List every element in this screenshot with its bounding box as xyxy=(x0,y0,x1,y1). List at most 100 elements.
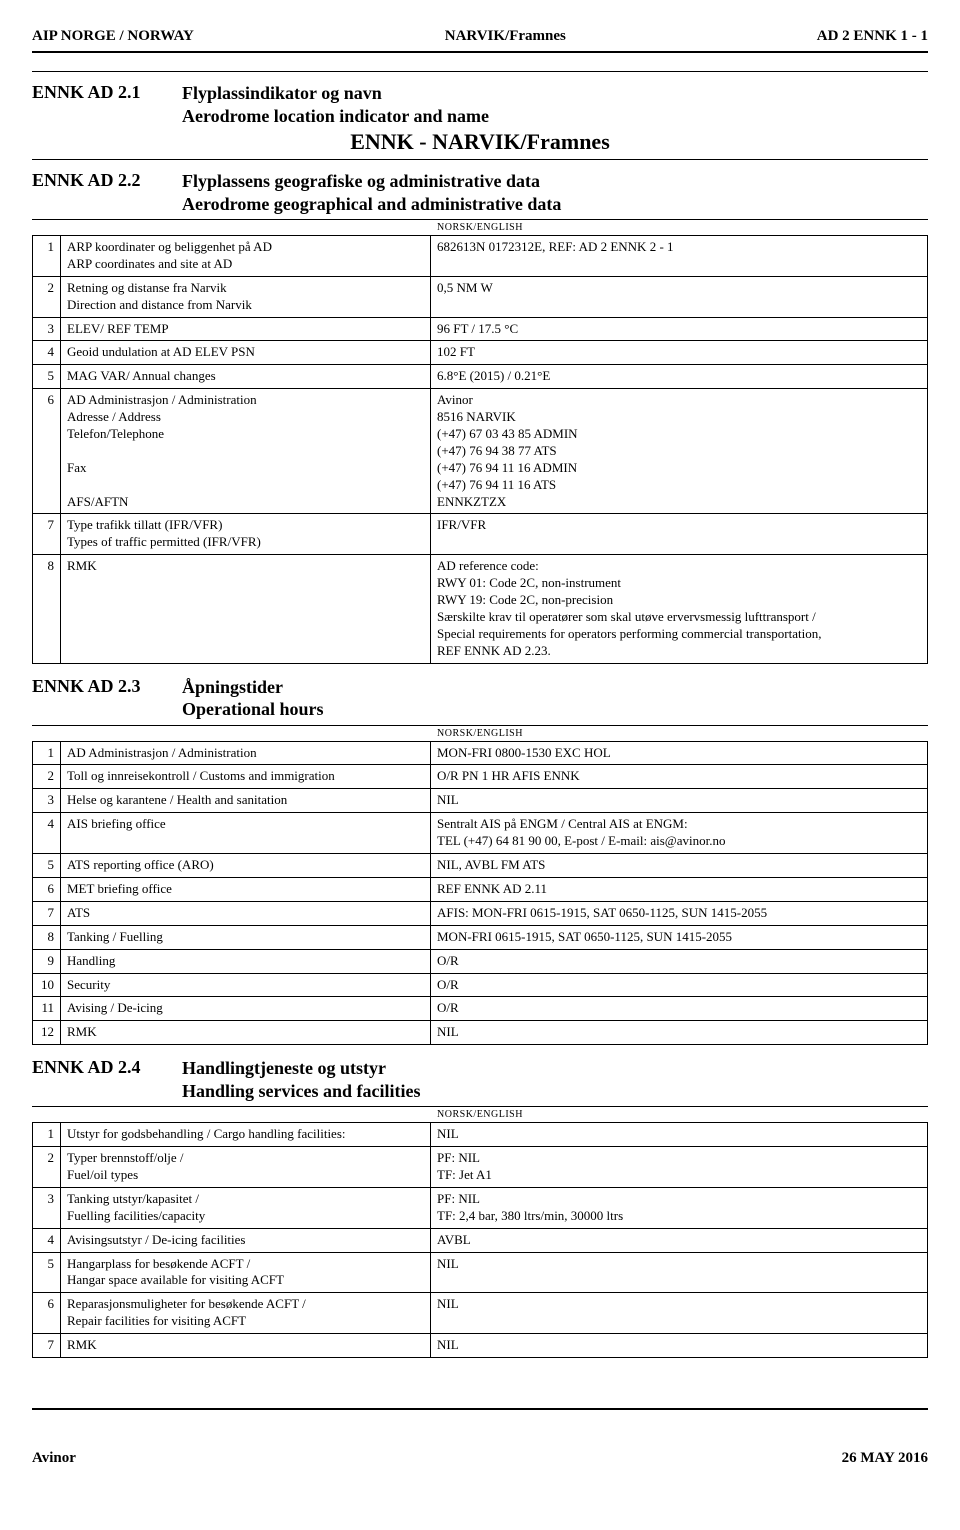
label-line: MET briefing office xyxy=(67,881,424,898)
row-label: Handling xyxy=(61,949,431,973)
row-value: AVBL xyxy=(431,1228,928,1252)
header-center: NARVIK/Framnes xyxy=(445,28,566,45)
page-header: AIP NORGE / NORWAY NARVIK/Framnes AD 2 E… xyxy=(32,28,928,45)
row-label: Reparasjonsmuligheter for besøkende ACFT… xyxy=(61,1293,431,1334)
row-value: NIL xyxy=(431,1334,928,1358)
table-row: 5MAG VAR/ Annual changes6.8°E (2015) / 0… xyxy=(33,365,928,389)
value-line: 682613N 0172312E, REF: AD 2 ENNK 2 - 1 xyxy=(437,239,921,256)
section-2-2-heading: ENNK AD 2.2 Flyplassens geografiske og a… xyxy=(32,170,928,215)
page-footer: Avinor 26 MAY 2016 xyxy=(32,1450,928,1467)
section-2-4-heading: ENNK AD 2.4 Handlingtjeneste og utstyr H… xyxy=(32,1057,928,1102)
section-title-block: Åpningstider Operational hours xyxy=(182,676,324,721)
table-row: 4AIS briefing officeSentralt AIS på ENGM… xyxy=(33,813,928,854)
row-value: 0,5 NM W xyxy=(431,276,928,317)
value-line: Særskilte krav til operatører som skal u… xyxy=(437,609,921,626)
label-line: Fax xyxy=(67,460,424,477)
value-line: NIL xyxy=(437,1296,921,1313)
table-row: 6Reparasjonsmuligheter for besøkende ACF… xyxy=(33,1293,928,1334)
row-label: Typer brennstoff/olje /Fuel/oil types xyxy=(61,1147,431,1188)
row-label: MAG VAR/ Annual changes xyxy=(61,365,431,389)
section-code: ENNK AD 2.4 xyxy=(32,1057,182,1078)
row-label: ATS reporting office (ARO) xyxy=(61,854,431,878)
row-number: 2 xyxy=(33,1147,61,1188)
section-rule xyxy=(32,1106,928,1107)
label-line: Hangar space available for visiting ACFT xyxy=(67,1272,424,1289)
value-line: NIL xyxy=(437,1126,921,1143)
table-row: 11Avising / De-icingO/R xyxy=(33,997,928,1021)
row-number: 5 xyxy=(33,365,61,389)
table-row: 2Retning og distanse fra NarvikDirection… xyxy=(33,276,928,317)
row-number: 6 xyxy=(33,877,61,901)
row-value: Avinor8516 NARVIK(+47) 67 03 43 85 ADMIN… xyxy=(431,389,928,514)
row-label: ARP koordinater og beliggenhet på ADARP … xyxy=(61,236,431,277)
table-row: 7ATSAFIS: MON-FRI 0615-1915, SAT 0650-11… xyxy=(33,901,928,925)
row-value: PF: NILTF: Jet A1 xyxy=(431,1147,928,1188)
value-line: MON-FRI 0800-1530 EXC HOL xyxy=(437,745,921,762)
table-row: 1Utstyr for godsbehandling / Cargo handl… xyxy=(33,1123,928,1147)
label-line: Helse og karantene / Health and sanitati… xyxy=(67,792,424,809)
row-number: 7 xyxy=(33,901,61,925)
row-number: 7 xyxy=(33,1334,61,1358)
row-number: 1 xyxy=(33,1123,61,1147)
table-section-2-2: 1ARP koordinater og beliggenhet på ADARP… xyxy=(32,235,928,664)
table-row: 6AD Administrasjon / AdministrationAdres… xyxy=(33,389,928,514)
value-line: TF: 2,4 bar, 380 ltrs/min, 30000 ltrs xyxy=(437,1208,921,1225)
row-label: Geoid undulation at AD ELEV PSN xyxy=(61,341,431,365)
value-line: O/R xyxy=(437,977,921,994)
section-rule xyxy=(32,159,928,160)
section-2-3-heading: ENNK AD 2.3 Åpningstider Operational hou… xyxy=(32,676,928,721)
row-value: O/R PN 1 HR AFIS ENNK xyxy=(431,765,928,789)
row-label: Avisingsutstyr / De-icing facilities xyxy=(61,1228,431,1252)
row-value: AFIS: MON-FRI 0615-1915, SAT 0650-1125, … xyxy=(431,901,928,925)
table-row: 3ELEV/ REF TEMP96 FT / 17.5 °C xyxy=(33,317,928,341)
table-row: 1ARP koordinater og beliggenhet på ADARP… xyxy=(33,236,928,277)
row-number: 8 xyxy=(33,925,61,949)
row-number: 9 xyxy=(33,949,61,973)
table-row: 3Helse og karantene / Health and sanitat… xyxy=(33,789,928,813)
row-number: 6 xyxy=(33,1293,61,1334)
label-line: Type trafikk tillatt (IFR/VFR) xyxy=(67,517,424,534)
header-left: AIP NORGE / NORWAY xyxy=(32,28,194,45)
value-line: AD reference code: xyxy=(437,558,921,575)
label-line: Repair facilities for visiting ACFT xyxy=(67,1313,424,1330)
aerodrome-name: ENNK - NARVIK/Framnes xyxy=(32,129,928,155)
value-line: (+47) 67 03 43 85 ADMIN xyxy=(437,426,921,443)
value-line: TEL (+47) 64 81 90 00, E-post / E-mail: … xyxy=(437,833,921,850)
row-number: 1 xyxy=(33,236,61,277)
table-row: 8RMKAD reference code:RWY 01: Code 2C, n… xyxy=(33,555,928,663)
section-title-en: Operational hours xyxy=(182,698,324,721)
label-line: ARP koordinater og beliggenhet på AD xyxy=(67,239,424,256)
table-row: 2Toll og innreisekontroll / Customs and … xyxy=(33,765,928,789)
value-line: AVBL xyxy=(437,1232,921,1249)
row-value: REF ENNK AD 2.11 xyxy=(431,877,928,901)
label-line: ATS reporting office (ARO) xyxy=(67,857,424,874)
table-row: 12RMKNIL xyxy=(33,1021,928,1045)
section-title-en: Handling services and facilities xyxy=(182,1080,421,1103)
label-line: MAG VAR/ Annual changes xyxy=(67,368,424,385)
row-value: MON-FRI 0615-1915, SAT 0650-1125, SUN 14… xyxy=(431,925,928,949)
label-line: Typer brennstoff/olje / xyxy=(67,1150,424,1167)
table-row: 1AD Administrasjon / AdministrationMON-F… xyxy=(33,741,928,765)
row-value: Sentralt AIS på ENGM / Central AIS at EN… xyxy=(431,813,928,854)
row-value: NIL, AVBL FM ATS xyxy=(431,854,928,878)
value-line: TF: Jet A1 xyxy=(437,1167,921,1184)
value-line: RWY 19: Code 2C, non-precision xyxy=(437,592,921,609)
row-label: Utstyr for godsbehandling / Cargo handli… xyxy=(61,1123,431,1147)
row-number: 10 xyxy=(33,973,61,997)
row-label: AD Administrasjon / Administration xyxy=(61,741,431,765)
row-label: Toll og innreisekontroll / Customs and i… xyxy=(61,765,431,789)
value-line: PF: NIL xyxy=(437,1191,921,1208)
value-line: NIL xyxy=(437,1337,921,1354)
row-number: 4 xyxy=(33,341,61,365)
section-title-en: Aerodrome geographical and administrativ… xyxy=(182,193,561,216)
value-line: (+47) 76 94 38 77 ATS xyxy=(437,443,921,460)
table-section-2-3: 1AD Administrasjon / AdministrationMON-F… xyxy=(32,741,928,1046)
section-code: ENNK AD 2.2 xyxy=(32,170,182,191)
label-line: AD Administrasjon / Administration xyxy=(67,745,424,762)
value-line: NIL xyxy=(437,1024,921,1041)
row-number: 4 xyxy=(33,813,61,854)
table-row: 5ATS reporting office (ARO)NIL, AVBL FM … xyxy=(33,854,928,878)
section-2-1-heading: ENNK AD 2.1 Flyplassindikator og navn Ae… xyxy=(32,82,928,127)
value-line: NIL, AVBL FM ATS xyxy=(437,857,921,874)
value-line: Avinor xyxy=(437,392,921,409)
